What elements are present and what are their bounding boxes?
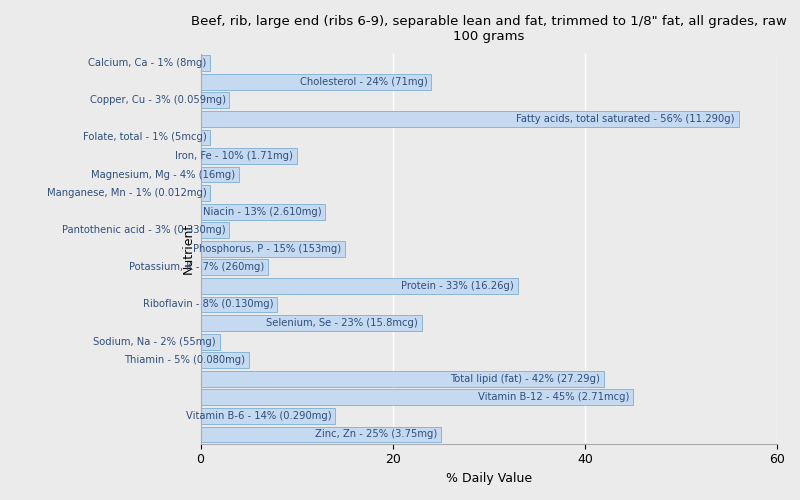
Text: Copper, Cu - 3% (0.059mg): Copper, Cu - 3% (0.059mg) (90, 96, 226, 106)
Title: Beef, rib, large end (ribs 6-9), separable lean and fat, trimmed to 1/8" fat, al: Beef, rib, large end (ribs 6-9), separab… (191, 15, 786, 43)
Bar (201, 204, 326, 220)
Bar (201, 111, 738, 127)
X-axis label: % Daily Value: % Daily Value (446, 472, 532, 485)
Bar (201, 334, 220, 349)
Bar (201, 74, 431, 90)
Bar (201, 371, 604, 386)
Text: Thiamin - 5% (0.080mg): Thiamin - 5% (0.080mg) (124, 355, 245, 365)
Text: Vitamin B-6 - 14% (0.290mg): Vitamin B-6 - 14% (0.290mg) (186, 411, 331, 421)
Bar (201, 260, 268, 276)
Text: Pantothenic acid - 3% (0.330mg): Pantothenic acid - 3% (0.330mg) (62, 225, 226, 235)
Text: Selenium, Se - 23% (15.8mcg): Selenium, Se - 23% (15.8mcg) (266, 318, 418, 328)
Text: Phosphorus, P - 15% (153mg): Phosphorus, P - 15% (153mg) (193, 244, 341, 254)
Bar (201, 166, 239, 182)
Text: Fatty acids, total saturated - 56% (11.290g): Fatty acids, total saturated - 56% (11.2… (516, 114, 734, 124)
Bar (201, 408, 335, 424)
Text: Zinc, Zn - 25% (3.75mg): Zinc, Zn - 25% (3.75mg) (314, 430, 437, 440)
Text: Iron, Fe - 10% (1.71mg): Iron, Fe - 10% (1.71mg) (175, 151, 293, 161)
Text: Total lipid (fat) - 42% (27.29g): Total lipid (fat) - 42% (27.29g) (450, 374, 600, 384)
Text: Riboflavin - 8% (0.130mg): Riboflavin - 8% (0.130mg) (143, 300, 274, 310)
Bar (201, 241, 345, 256)
Bar (201, 390, 633, 405)
Bar (201, 92, 230, 108)
Bar (201, 222, 230, 238)
Text: Manganese, Mn - 1% (0.012mg): Manganese, Mn - 1% (0.012mg) (46, 188, 206, 198)
Text: Protein - 33% (16.26g): Protein - 33% (16.26g) (401, 281, 514, 291)
Bar (201, 185, 210, 201)
Bar (201, 296, 278, 312)
Bar (201, 56, 210, 71)
Bar (201, 315, 422, 331)
Text: Potassium, K - 7% (260mg): Potassium, K - 7% (260mg) (129, 262, 264, 272)
Text: Sodium, Na - 2% (55mg): Sodium, Na - 2% (55mg) (94, 336, 216, 346)
Bar (201, 352, 249, 368)
Text: Magnesium, Mg - 4% (16mg): Magnesium, Mg - 4% (16mg) (91, 170, 235, 179)
Bar (201, 278, 518, 294)
Bar (201, 148, 297, 164)
Bar (201, 426, 441, 442)
Text: Calcium, Ca - 1% (8mg): Calcium, Ca - 1% (8mg) (88, 58, 206, 68)
Text: Cholesterol - 24% (71mg): Cholesterol - 24% (71mg) (299, 76, 427, 86)
Bar (201, 130, 210, 146)
Text: Niacin - 13% (2.610mg): Niacin - 13% (2.610mg) (203, 206, 322, 216)
Y-axis label: Nutrient: Nutrient (182, 223, 195, 274)
Text: Folate, total - 1% (5mcg): Folate, total - 1% (5mcg) (82, 132, 206, 142)
Text: Vitamin B-12 - 45% (2.71mcg): Vitamin B-12 - 45% (2.71mcg) (478, 392, 629, 402)
